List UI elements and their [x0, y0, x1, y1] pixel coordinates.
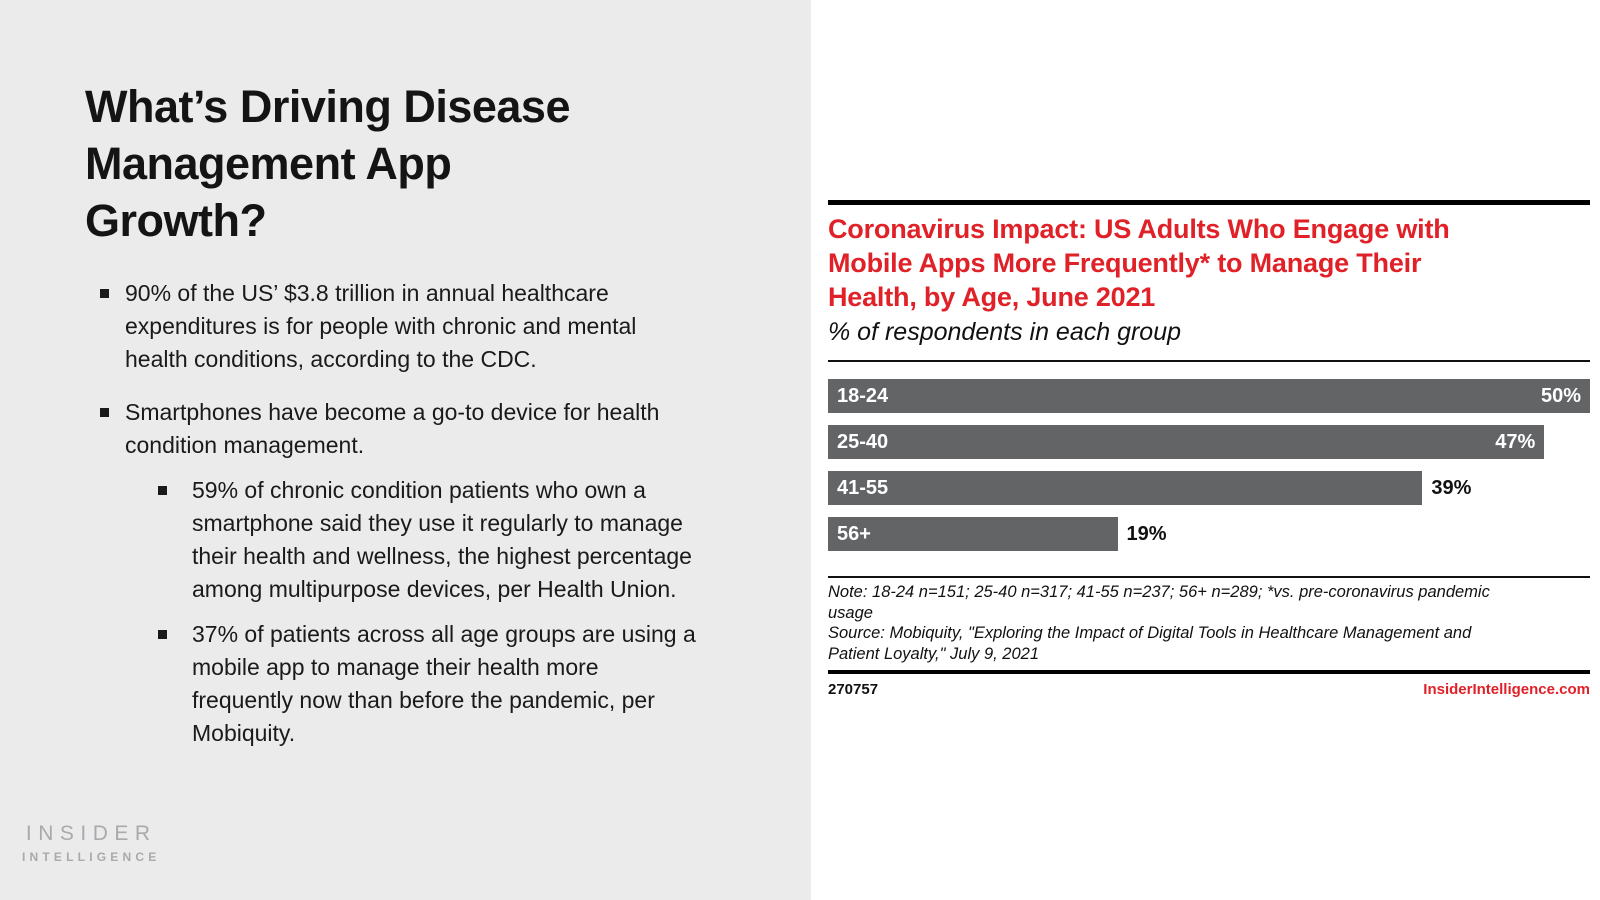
bullet-item: 59% of chronic condition patients who ow… [158, 474, 698, 606]
chart-subtitle: % of respondents in each group [828, 318, 1182, 346]
bullet-item: 37% of patients across all age groups ar… [158, 618, 698, 750]
bar-row: 18-24 50% [828, 379, 1590, 413]
chart-note-rule [828, 576, 1590, 578]
chart-card: Coronavirus Impact: US Adults Who Engage… [828, 200, 1590, 698]
chart-title: Coronavirus Impact: US Adults Who Engage… [828, 214, 1450, 312]
chart-top-rule [828, 200, 1590, 205]
bar-41-55: 41-55 [828, 471, 1423, 505]
bar-row: 56+ 19% [828, 517, 1590, 551]
chart-subtitle-rule [828, 360, 1590, 362]
slide-title: What’s Driving Disease Management App Gr… [85, 81, 571, 246]
bar-value-label: 19% [1126, 522, 1167, 545]
bar-category-label: 41-55 [837, 476, 889, 499]
bar-value-label: 39% [1431, 476, 1472, 499]
logo-intelligence-text: INTELLIGENCE [22, 850, 161, 864]
insider-intelligence-url: InsiderIntelligence.com [1423, 681, 1590, 698]
bar-category-label: 25-40 [837, 430, 889, 453]
chart-id: 270757 [828, 681, 879, 698]
bar-category-label: 56+ [837, 522, 871, 545]
bar-row: 25-40 47% [828, 425, 1590, 459]
bullet-list: 90% of the US’ $3.8 trillion in annual h… [0, 277, 811, 750]
chart-source: Source: Mobiquity, "Exploring the Impact… [828, 624, 1472, 663]
chart-footer: 270757 InsiderIntelligence.com [828, 681, 1590, 698]
bar-18-24: 18-24 50% [828, 379, 1590, 413]
bullet-item: 90% of the US’ $3.8 trillion in annual h… [100, 277, 700, 376]
bar-value-label: 50% [1540, 384, 1581, 407]
insider-intelligence-logo: INSIDER INTELLIGENCE [22, 822, 156, 864]
chart-panel: Coronavirus Impact: US Adults Who Engage… [811, 0, 1600, 900]
bar-value-label: 47% [1495, 430, 1536, 453]
bar-row: 41-55 39% [828, 471, 1590, 505]
chart-bottom-rule [828, 670, 1590, 674]
bar-56+: 56+ [828, 517, 1118, 551]
bullet-item: Smartphones have become a go-to device f… [100, 396, 700, 462]
bar-chart: 18-24 50% 25-40 47% 41-55 39% 56+ 19% [828, 379, 1590, 551]
bar-25-40: 25-40 47% [828, 425, 1545, 459]
chart-note: Note: 18-24 n=151; 25-40 n=317; 41-55 n=… [828, 583, 1490, 622]
bar-category-label: 18-24 [837, 384, 889, 407]
logo-insider-text: INSIDER [25, 822, 157, 845]
left-text-panel: What’s Driving Disease Management App Gr… [0, 0, 811, 900]
